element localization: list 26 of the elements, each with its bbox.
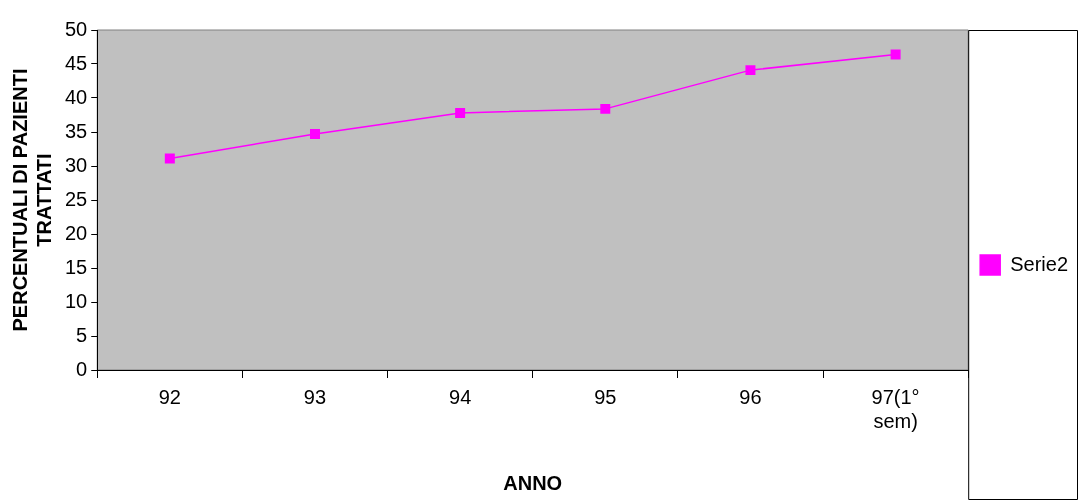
point — [745, 65, 756, 76]
point — [890, 49, 901, 60]
y-tick-label: 40 — [65, 85, 88, 108]
x-tick-label: 96 — [739, 385, 762, 408]
y-axis-title: PERCENTUALI DI PAZIENTI TRATTATI — [8, 68, 55, 332]
x-tick-label: 97(1° sem) — [871, 385, 920, 432]
y-tick-label: 45 — [65, 51, 88, 74]
y-tick-label: 15 — [65, 255, 88, 278]
point — [600, 103, 611, 114]
x-tick-label: 93 — [303, 385, 327, 408]
point — [309, 129, 320, 140]
y-tick-label: 20 — [65, 221, 88, 244]
x-tick-label: 95 — [594, 385, 617, 408]
y-tick-label: 10 — [65, 289, 88, 312]
point — [164, 153, 175, 164]
y-tick-label: 30 — [65, 153, 88, 176]
y-tick-label: 35 — [65, 119, 88, 142]
y-tick-label: 25 — [65, 187, 88, 210]
y-tick-label: 0 — [76, 357, 88, 380]
y-tick-label: 50 — [65, 17, 88, 40]
x-tick-label: 94 — [449, 385, 472, 408]
legend-label: Serie2 — [1010, 252, 1068, 275]
point — [455, 107, 466, 118]
x-axis-title: ANNO — [503, 471, 563, 494]
y-tick-label: 5 — [76, 323, 88, 346]
x-tick-label: 92 — [158, 385, 181, 408]
